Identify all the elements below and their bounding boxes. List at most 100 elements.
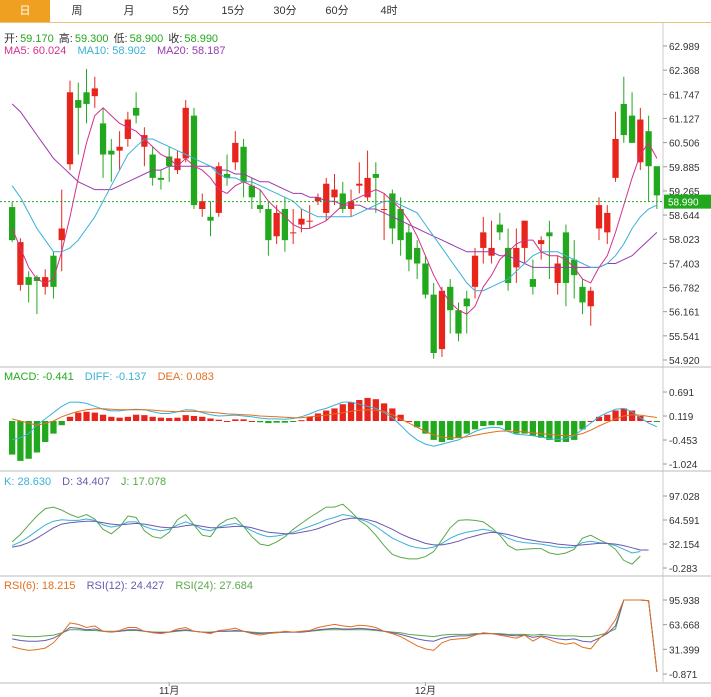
ma20-line [11, 103, 658, 268]
candle-body [463, 298, 470, 307]
x-tick-label: 11月 [159, 685, 179, 697]
macd-bar [240, 419, 247, 422]
y-tick-label: 59.265 [669, 187, 700, 198]
candle-body [620, 103, 627, 136]
j-text: J: 17.078 [120, 476, 167, 488]
candle-body [587, 290, 594, 307]
candle-body [149, 154, 156, 178]
candle-body [323, 183, 330, 213]
candle-body [306, 220, 313, 222]
macd-bar [290, 421, 297, 423]
macd-bar [33, 421, 41, 453]
candle-body [604, 212, 611, 233]
candle-body [199, 201, 206, 210]
candle-body [108, 150, 115, 155]
kdj-info: K: 28.630 D: 34.407 J: 17.078 [4, 476, 168, 488]
y-tick-label: 63.668 [669, 621, 700, 632]
high-value: 59.300 [74, 33, 109, 45]
candle-body [372, 173, 379, 178]
macd-bar [25, 421, 32, 459]
macd-bar [562, 421, 570, 443]
candle-body [298, 218, 305, 225]
diff-text: DIFF: -0.137 [84, 371, 147, 383]
macd-bar [323, 410, 330, 422]
y-tick-label: 60.506 [669, 139, 700, 150]
macd-bar [463, 421, 470, 434]
rsi24-text: RSI(24): 27.684 [175, 580, 253, 592]
candle-body [8, 207, 16, 241]
macd-bar [91, 412, 98, 422]
tab-2[interactable]: 月 [123, 5, 135, 17]
candle-body [290, 232, 297, 234]
macd-bar [83, 411, 90, 422]
macd-bar [50, 421, 57, 434]
y-tick-label: 0.119 [669, 412, 694, 423]
dea-line [11, 408, 657, 439]
macd-bar [199, 416, 206, 422]
macd-bar [207, 418, 214, 422]
y-tick-label: -0.871 [669, 670, 698, 681]
tab-4[interactable]: 15分 [221, 5, 245, 17]
candle-body [223, 173, 231, 178]
y-tick-label: 59.885 [669, 163, 700, 174]
tab-7[interactable]: 4时 [380, 5, 398, 17]
macd-bar [595, 416, 603, 422]
macd-bar [496, 421, 503, 426]
candle-body [538, 240, 545, 245]
macd-bar [256, 421, 264, 423]
macd-bar [637, 415, 644, 422]
ohlc-info: 开: 59.170 高: 59.300 低: 58.900 收: 58.990 [4, 30, 220, 46]
y-tick-label: 95.938 [669, 596, 700, 607]
tab-5[interactable]: 30分 [273, 5, 297, 17]
tab-6[interactable]: 60分 [325, 5, 349, 17]
macd-bar [414, 421, 421, 428]
macd-bar [314, 413, 322, 422]
ma10-text: MA10: 58.902 [77, 45, 146, 57]
macd-bar [438, 421, 446, 443]
macd-info: MACD: -0.441 DIFF: -0.137 DEA: 0.083 [4, 371, 216, 383]
candle-body [339, 193, 346, 210]
candle-body [562, 232, 570, 283]
candle-body [66, 92, 74, 165]
candle-body [380, 209, 388, 211]
candle-body [628, 115, 636, 143]
candle-body [546, 232, 553, 237]
macd-bar [628, 410, 636, 422]
candle-body [579, 286, 586, 303]
macd-bar [455, 421, 462, 438]
tab-0[interactable]: 日 [0, 0, 50, 22]
candle-body [422, 263, 429, 295]
candle-body [480, 232, 487, 248]
macd-bar [298, 420, 305, 422]
macd-bar [645, 421, 652, 423]
tab-1[interactable]: 周 [71, 5, 83, 17]
candle-body [595, 205, 603, 229]
macd-bar [281, 421, 289, 423]
rsi12-line [12, 599, 658, 672]
open-label: 开: [4, 33, 19, 45]
candle-body [75, 100, 82, 108]
y-tick-label: 32.154 [669, 540, 700, 551]
d-text: D: 34.407 [62, 476, 110, 488]
rsi-info: RSI(6): 18.215 RSI(12): 24.427 RSI(24): … [4, 580, 255, 592]
k-text: K: 28.630 [4, 476, 52, 488]
candle-body [447, 286, 454, 311]
ma10-line [11, 138, 658, 292]
y-tick-label: 61.747 [669, 90, 700, 101]
candle-body [554, 263, 561, 283]
macd-text: MACD: -0.441 [4, 371, 74, 383]
macd-bar [124, 416, 131, 422]
tab-3[interactable]: 5分 [172, 5, 190, 17]
macd-bar [265, 421, 272, 424]
y-tick-label: 62.368 [669, 66, 700, 77]
candle-body [331, 189, 338, 198]
x-tick-label: 12月 [415, 685, 436, 697]
candle-body [99, 123, 107, 155]
macd-bar [232, 419, 239, 422]
macd-bar [42, 421, 49, 443]
macd-bar [75, 412, 82, 422]
ma20-text: MA20: 58.187 [157, 45, 226, 57]
macd-bar [422, 421, 429, 434]
macd-bar [66, 416, 74, 422]
rsi6-line [11, 599, 658, 672]
